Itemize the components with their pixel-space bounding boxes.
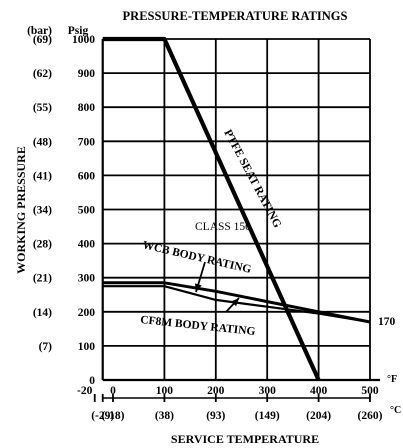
x-tick-label-f: 300 [259,385,277,397]
y-tick-label-psig: 100 [78,341,96,353]
y-tick-label-bar: (28) [33,239,52,251]
y-unit-psig: Psig [68,25,89,37]
x-tick-label-c: (-18) [102,410,125,422]
y-tick-label-bar: (14) [33,307,52,319]
x-tick-label-f: 200 [207,385,225,397]
y-tick-label-bar: (69) [33,34,52,46]
x-tick-label-c: (149) [255,410,280,422]
y-unit-bar: (bar) [27,25,52,37]
y-tick-label-bar: (48) [33,136,52,148]
y-tick-label-psig: 300 [78,273,96,285]
x-tick-label-c: (-29) [91,410,114,422]
wcb-arrow-head [194,283,202,292]
y-tick-label-bar: (7) [39,341,53,353]
y-tick-label-bar: (21) [33,273,52,285]
y-tick-label-psig: 800 [78,102,96,114]
x-tick-label-c: (93) [206,410,225,422]
y-axis-label: WORKING PRESSURE [14,146,28,274]
label-arrows [194,261,240,313]
series-lines [102,36,371,381]
wcb-body-rating-label: WCB BODY RATING [141,239,252,276]
y-tick-label-psig: 200 [78,307,96,319]
series-line-3 [102,285,371,324]
y-tick-label-bar: (62) [33,68,52,80]
y-tick-label-bar: (34) [33,205,52,217]
x-tick-label-c: (204) [306,410,331,422]
y-tick-label-psig: 600 [78,170,96,182]
y-tick-label-bar: (41) [33,170,52,182]
x-axis-label: SERVICE TEMPERATURE [171,432,319,446]
celsius-axis: (-29)(-18) (38) (93) (149) (204) (260) [91,394,383,422]
grid [101,38,380,382]
x-tick-label-f: -20 [77,385,93,397]
y-tick-label-psig: 900 [78,68,96,80]
chart-title: PRESSURE-TEMPERATURE RATINGS [123,9,348,23]
y-tick-label-bar: (55) [33,102,52,114]
x-tick-label-c: (260) [358,410,383,422]
y-tick-label-psig: 1000 [72,34,95,46]
x-tick-label-c: (38) [155,410,174,422]
x-tick-label-f: 500 [361,385,379,397]
cf8m-arrow-head [230,298,239,307]
y-tick-label-psig: 700 [78,136,96,148]
ptfe-seat-rating-label: PTFE SEAT RATING [221,128,283,230]
y-tick-label-psig: 400 [78,239,96,251]
tick-labels: 0 100 (7) 200 (14) 300 (21) 400 (28) 500 (34) 600 (4… [33,34,379,397]
end-value-annotation: 170 [378,316,396,328]
x-unit-c: °C [390,405,401,416]
y-tick-label-psig: 0 [89,375,95,387]
x-tick-label-f: 0 [110,385,116,397]
x-unit-f: °F [387,374,397,385]
x-tick-label-f: 400 [310,385,328,397]
series-line-1 [102,36,321,381]
cf8m-body-rating-label: CF8M BODY RATING [140,314,256,338]
x-tick-label-f: 100 [156,385,174,397]
y-tick-label-psig: 500 [78,205,96,217]
class-annotation: CLASS 150 [195,221,251,233]
series-line-2 [102,281,371,324]
